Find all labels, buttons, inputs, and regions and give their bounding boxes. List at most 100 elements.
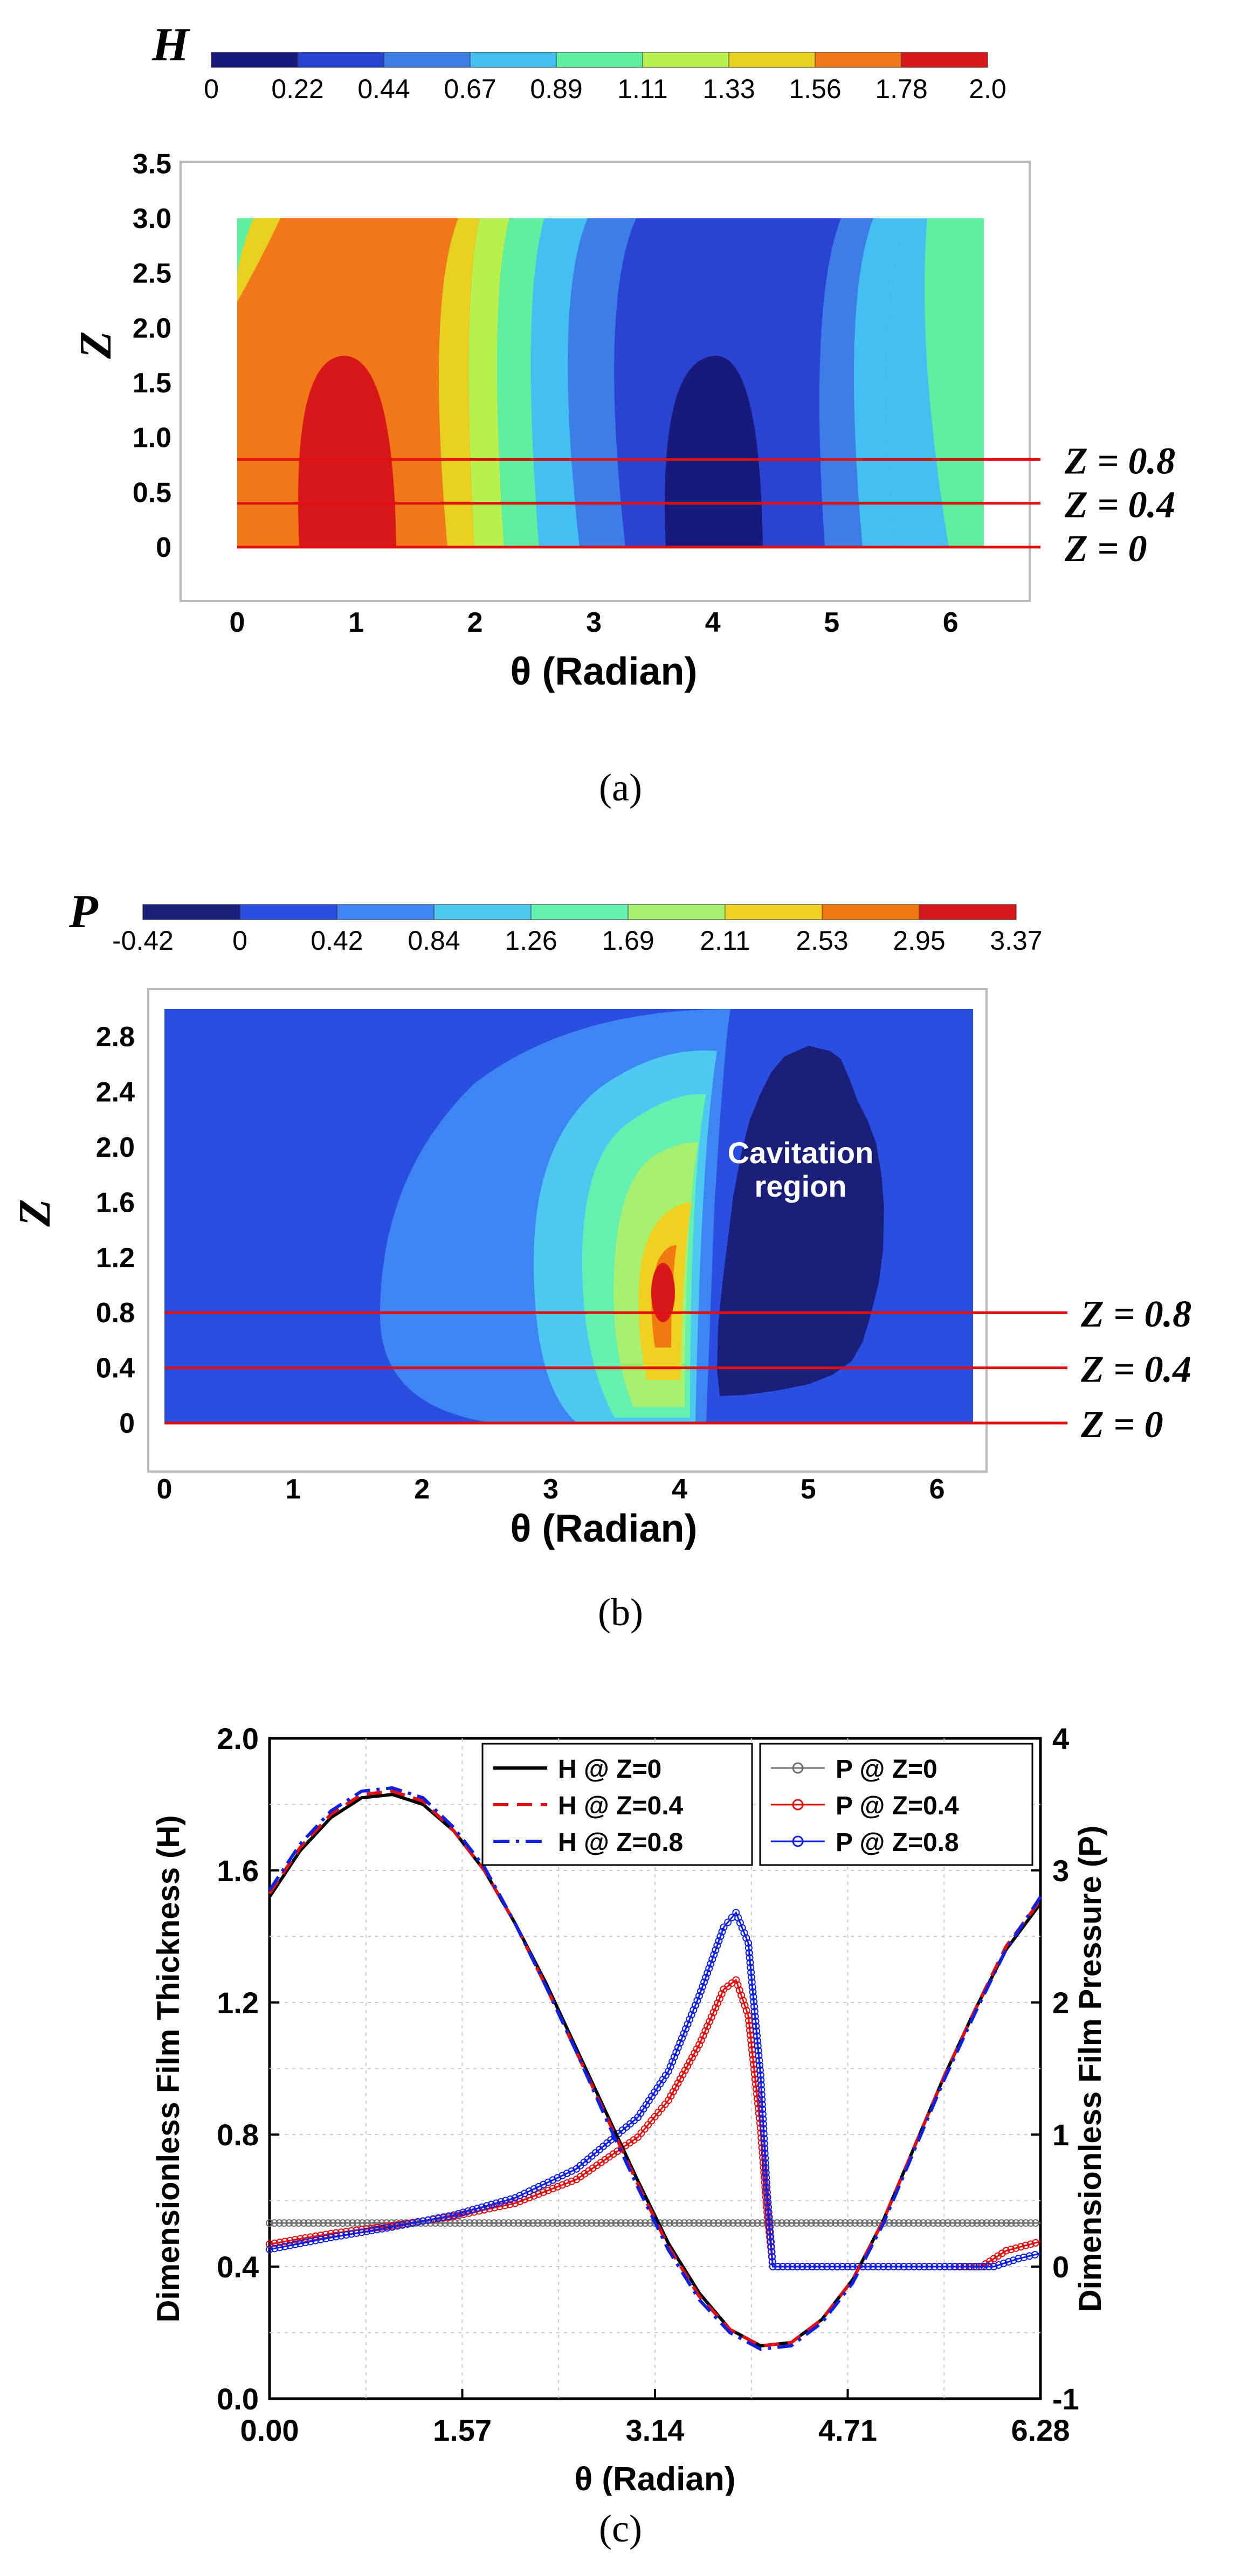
pressure-marker <box>693 2045 701 2053</box>
pressure-marker <box>319 2219 327 2227</box>
y-tick-label: 1.6 <box>96 1187 135 1218</box>
pressure-marker <box>559 2219 567 2227</box>
pressure-marker <box>275 2243 284 2252</box>
pressure-marker <box>833 2263 842 2270</box>
z-section-label: Z = 0 <box>1064 528 1147 570</box>
pressure-marker <box>797 2219 805 2227</box>
pressure-marker <box>681 2066 689 2074</box>
ylabel-c: Dimensionless Film Thickness (H) <box>151 1815 186 2322</box>
pressure-marker <box>751 2075 759 2083</box>
pressure-marker <box>305 2219 313 2227</box>
pressure-marker <box>735 1986 743 1994</box>
legend-marker <box>792 1835 804 1847</box>
pressure-marker <box>768 2253 776 2261</box>
pressure-marker <box>475 2219 484 2227</box>
pressure-marker <box>965 2263 973 2270</box>
pressure-marker <box>973 2219 981 2227</box>
pressure-marker <box>705 2018 713 2026</box>
colorbar-b <box>142 904 1017 920</box>
colorbar-b-symbol: P <box>68 886 99 938</box>
pressure-marker <box>871 2219 879 2227</box>
pressure-marker <box>954 2219 962 2227</box>
pressure-marker <box>766 2218 774 2226</box>
pressure-marker <box>774 2263 782 2270</box>
pressure-marker <box>617 2219 625 2227</box>
pressure-marker <box>286 2236 294 2244</box>
pressure-marker <box>789 2263 797 2270</box>
pressure-marker <box>748 1978 756 1986</box>
pressure-marker <box>751 2012 759 2020</box>
pressure-marker <box>762 2173 770 2181</box>
pressure-marker <box>753 2032 761 2040</box>
pressure-marker <box>905 2263 913 2270</box>
pressure-marker <box>306 2237 314 2246</box>
pressure-marker <box>760 2139 768 2147</box>
pressure-marker <box>464 2207 472 2215</box>
y2label-c: Dimensionless Film Pressure (P) <box>1073 1826 1108 2312</box>
pressure-marker <box>724 1918 732 1926</box>
pressure-marker <box>759 2115 767 2123</box>
pressure-marker <box>705 1964 713 1972</box>
pressure-marker <box>450 2211 458 2219</box>
ylabel-b: Z <box>10 1199 60 1227</box>
pressure-marker <box>817 2219 825 2227</box>
legend-entry: H @ Z=0.4 <box>558 1792 684 1820</box>
pressure-marker <box>762 2168 770 2177</box>
legend-entry: H @ Z=0.8 <box>558 1828 683 1857</box>
pressure-marker <box>419 2217 427 2225</box>
colorbar-swatch <box>815 52 902 68</box>
pressure-marker <box>949 2219 957 2227</box>
pressure-marker <box>684 2020 692 2028</box>
colorbar-tick-label: 1.33 <box>702 74 755 104</box>
pressure-marker <box>720 1923 728 1931</box>
x-tick-label: 3 <box>586 607 602 638</box>
pressure-marker <box>675 2219 684 2227</box>
pressure-marker <box>792 2219 801 2227</box>
pressure-marker <box>773 2219 781 2227</box>
pressure-marker <box>342 2231 350 2239</box>
pressure-marker <box>885 2263 893 2270</box>
pressure-marker <box>708 1955 716 1963</box>
pressure-marker <box>745 1949 753 1957</box>
cavitation-label-line1: Cavitation <box>728 1136 874 1170</box>
pressure-marker <box>985 2263 993 2270</box>
pressure-marker <box>509 2219 518 2227</box>
pressure-marker <box>734 2219 742 2227</box>
pressure-marker <box>691 2001 699 2009</box>
pressure-marker <box>705 2219 713 2227</box>
caption-a: (a) <box>599 766 642 809</box>
pressure-marker <box>309 2219 318 2227</box>
pressure-marker <box>831 2219 839 2227</box>
y-tick-label: 2.8 <box>96 1021 135 1053</box>
pressure-marker <box>828 2263 836 2270</box>
colorbar-tick-label: 2.95 <box>893 926 945 956</box>
pressure-marker <box>286 2241 294 2249</box>
pressure-marker <box>704 2022 712 2031</box>
pressure-marker <box>838 2263 846 2270</box>
pressure-marker <box>744 1944 753 1952</box>
colorbar-tick-label: 2.53 <box>796 926 848 956</box>
pressure-marker <box>665 2067 673 2075</box>
pressure-marker <box>929 2219 937 2227</box>
pressure-marker <box>306 2233 314 2241</box>
pressure-marker <box>554 2183 562 2191</box>
x-tick-label: 0 <box>230 607 245 638</box>
pressure-marker <box>337 2232 345 2240</box>
pressure-marker <box>763 2188 771 2197</box>
pressure-marker <box>332 2233 340 2241</box>
pressure-marker <box>895 2219 903 2227</box>
pressure-marker <box>429 2215 437 2223</box>
y-tick-label: 1.5 <box>133 368 171 399</box>
pressure-marker <box>769 2263 777 2270</box>
pressure-marker <box>563 2169 571 2177</box>
pressure-marker <box>466 2219 474 2227</box>
pressure-marker <box>754 2042 762 2050</box>
pressure-marker <box>988 2219 996 2227</box>
pressure-marker <box>535 2190 543 2198</box>
pressure-marker <box>879 2263 887 2270</box>
pressure-marker <box>760 2135 768 2143</box>
pressure-marker <box>285 2219 293 2227</box>
pressure-marker <box>999 2260 1008 2268</box>
x-tick-label: 0 <box>157 1474 173 1505</box>
colorbar-tick-label: -0.42 <box>112 926 174 956</box>
